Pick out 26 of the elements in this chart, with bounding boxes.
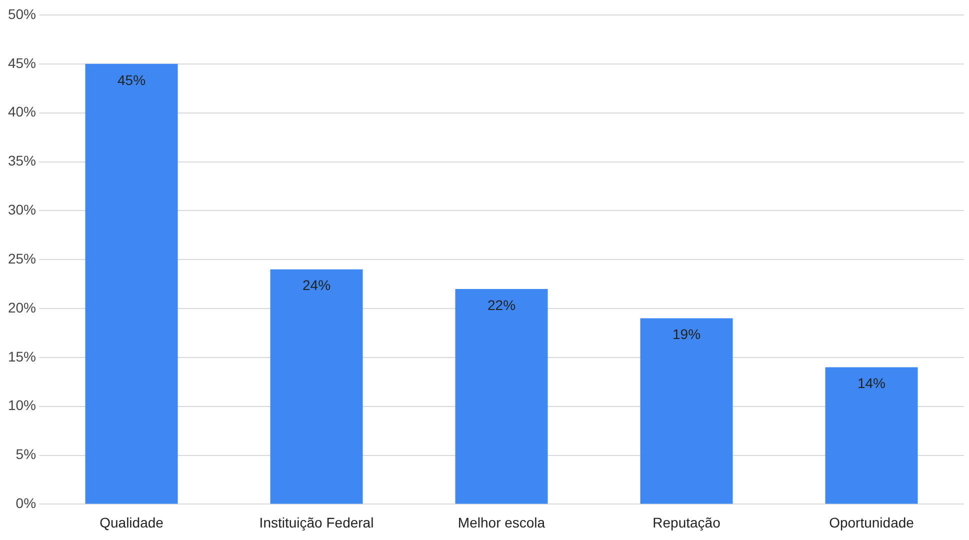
data-label: 24% (302, 277, 331, 294)
x-tick-label: Reputação (652, 514, 721, 530)
y-tick-label: 25% (8, 250, 36, 266)
bar (270, 269, 363, 504)
y-tick-label: 30% (8, 202, 36, 218)
x-tick-label: Qualidade (100, 514, 164, 530)
y-tick-label: 5% (16, 446, 36, 462)
bar (85, 64, 178, 504)
bar (640, 318, 733, 504)
y-tick-label: 0% (16, 495, 36, 512)
data-label: 19% (672, 326, 701, 342)
x-tick-label: Oportunidade (829, 514, 914, 530)
y-tick-label: 35% (8, 152, 36, 169)
x-tick-label: Instituição Federal (259, 514, 374, 530)
y-tick-label: 15% (8, 348, 36, 364)
y-tick-label: 40% (8, 104, 36, 120)
y-tick-label: 50% (8, 6, 36, 22)
y-tick-label: 20% (8, 299, 36, 316)
x-tick-label: Melhor escola (458, 514, 546, 530)
data-label: 14% (857, 375, 886, 392)
bar (455, 288, 548, 504)
y-tick-label: 45% (8, 54, 36, 71)
y-tick-label: 10% (8, 397, 36, 414)
data-label: 22% (487, 296, 516, 313)
bar (825, 367, 918, 504)
data-label: 45% (118, 72, 146, 88)
